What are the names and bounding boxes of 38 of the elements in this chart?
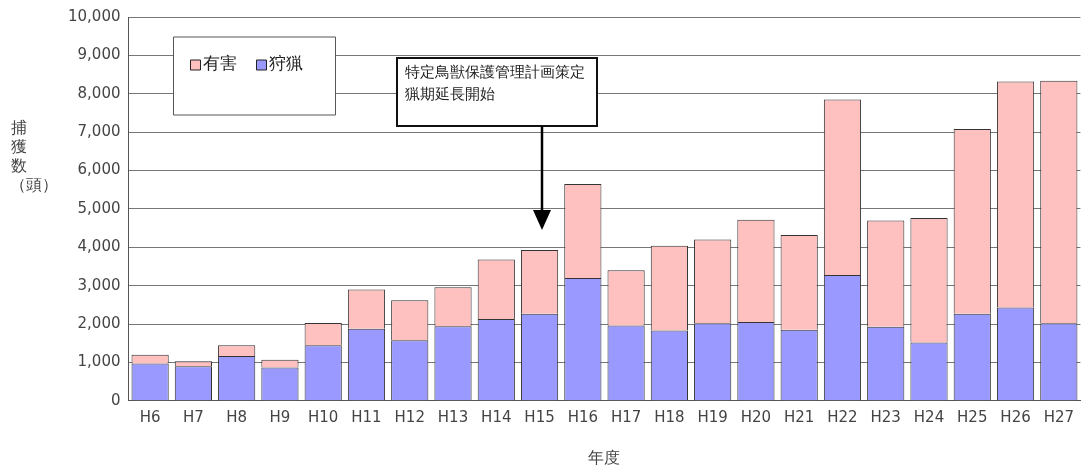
x-tick-label: H24 [913,407,945,426]
y-tick-label: 7,000 [77,122,121,141]
x-tick-label: H8 [226,407,248,426]
x-tick-label: H9 [269,407,291,426]
x-tick-label: H7 [182,407,204,426]
x-axis-title: 年度 [588,447,621,467]
x-tick-label: H20 [740,407,772,426]
y-tick-label: 4,000 [77,237,121,256]
legend-label: 狩猟 [269,53,304,74]
y-tick-label: 9,000 [77,45,121,64]
x-tick-label: H11 [351,407,382,426]
annotation: 特定鳥獣保護管理計画策定猟期延長開始 [405,63,585,104]
y-tick-label: 2,000 [77,313,121,332]
y-tick-label: 0 [110,390,121,409]
x-tick-label: H23 [870,407,901,426]
y-tick-label: 5,000 [77,198,121,217]
y-axis-title: 捕獲数（頭） [10,118,58,194]
y-tick-label: 6,000 [77,160,121,179]
x-tick-label: H15 [524,407,555,426]
y-tick-label: 8,000 [77,83,121,102]
y-tick-label: 10,000 [67,6,121,25]
x-tick-label: H13 [437,407,469,426]
x-tick-label: H12 [394,407,425,426]
y-tick-label: 1,000 [77,352,121,371]
x-tick-label: H16 [567,407,599,426]
x-tick-label: H10 [308,407,339,426]
x-tick-label: H25 [957,407,988,426]
x-tick-label: H26 [1000,407,1031,426]
x-tick-label: H18 [654,407,685,426]
x-tick-label: H21 [784,407,815,426]
x-tick-label: H22 [827,407,858,426]
x-tick-label: H17 [610,407,642,426]
legend-label: 有害 [203,53,238,74]
x-tick-label: H14 [481,407,512,426]
x-tick-label: H19 [697,407,728,426]
x-tick-label: H6 [139,407,161,426]
y-tick-label: 3,000 [77,275,121,294]
x-tick-label: H27 [1043,407,1074,426]
